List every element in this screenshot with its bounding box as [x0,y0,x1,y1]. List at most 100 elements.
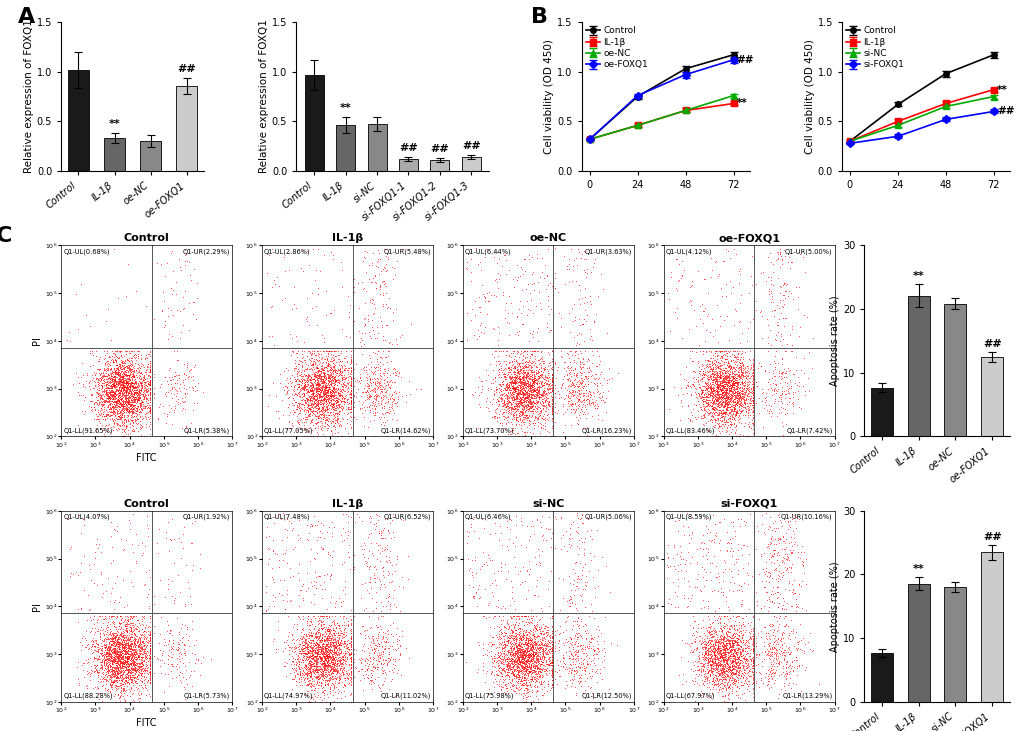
Point [311,673,327,684]
Point [722,675,739,686]
Point [708,371,725,383]
Point [119,385,136,397]
Point [107,359,123,371]
Point [314,373,330,385]
Point [104,414,120,425]
Point [467,295,483,307]
Point [737,624,753,636]
Point [122,409,139,421]
Point [121,395,138,407]
Point [719,377,736,389]
Point [312,628,328,640]
Point [709,634,726,645]
Legend: Control, IL-1β, oe-NC, oe-FOXQ1: Control, IL-1β, oe-NC, oe-FOXQ1 [586,26,647,69]
Point [314,673,330,685]
Point [111,659,127,671]
Point [108,671,124,683]
Point [319,660,335,672]
Point [321,379,337,390]
Point [715,554,732,566]
Point [709,381,726,393]
Point [309,407,325,419]
Point [114,371,130,382]
Point [342,619,359,631]
Point [142,350,158,362]
Point [543,405,559,417]
Point [142,632,158,643]
Point [116,401,132,412]
Point [105,637,121,649]
Point [740,387,756,399]
Point [534,646,550,658]
Point [519,663,535,675]
Point [716,381,733,393]
Point [88,379,104,390]
Point [524,409,540,421]
Point [709,383,726,395]
Point [556,616,573,628]
Point [659,551,676,563]
Point [336,365,353,376]
Point [284,393,301,404]
Point [308,671,324,683]
Point [355,386,371,398]
Point [140,621,156,633]
Point [499,394,516,406]
Point [515,389,531,401]
Point [316,414,332,425]
Point [496,649,513,661]
Point [354,387,370,398]
Point [99,624,115,636]
Point [540,280,556,292]
Point [531,549,547,561]
Point [332,364,348,376]
Point [373,610,389,621]
Point [525,648,541,659]
Point [116,656,132,667]
Point [500,404,517,416]
Point [716,644,733,656]
Point [340,364,357,376]
Point [715,364,732,376]
Point [519,629,535,641]
Point [114,360,130,372]
Point [131,643,148,654]
Point [770,612,787,624]
Point [98,387,114,398]
Point [715,635,732,647]
Point [362,671,378,683]
Point [520,670,536,681]
Point [121,643,138,655]
Point [536,405,552,417]
Point [490,651,506,662]
Point [353,390,369,402]
Point [105,390,121,401]
Point [579,375,595,387]
Point [123,371,140,383]
Point [105,393,121,404]
Point [363,667,379,678]
Point [593,414,609,426]
Point [715,663,732,675]
Point [717,626,734,637]
Point [310,531,326,543]
Point [304,287,320,299]
Point [792,364,808,376]
Point [519,645,535,656]
Point [334,401,351,413]
Point [308,662,324,673]
Point [102,648,118,659]
Point [302,403,318,414]
Point [787,593,803,605]
Point [743,378,759,390]
Point [524,389,540,401]
Point [529,670,545,682]
Point [129,650,146,662]
Point [283,376,300,388]
Point [718,359,735,371]
Point [102,386,118,398]
Point [94,401,110,412]
Point [365,308,381,320]
Point [730,643,746,655]
Point [513,632,529,643]
